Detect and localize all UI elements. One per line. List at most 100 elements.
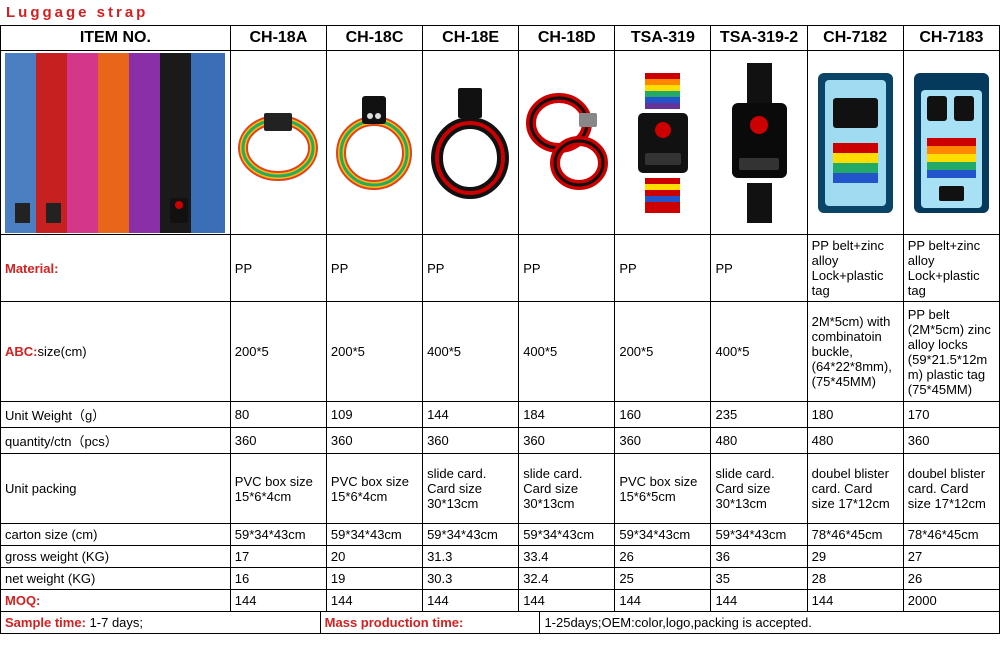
page-title: Luggage strap: [0, 0, 1000, 25]
cell: 59*34*43cm: [615, 524, 711, 546]
img-ch18e: [423, 51, 519, 235]
cell: 19: [326, 568, 422, 590]
cell: 400*5: [423, 302, 519, 402]
row-label: Unit Weight（g）: [1, 402, 231, 428]
row-label: MOQ:: [1, 590, 231, 612]
img-ch18d: [519, 51, 615, 235]
cell: slide card. Card size 30*13cm: [423, 454, 519, 524]
img-ch18c: [326, 51, 422, 235]
cell: 2000: [903, 590, 999, 612]
hdr-tsa319: TSA-319: [615, 26, 711, 51]
cell: 27: [903, 546, 999, 568]
img-tsa319-2: [711, 51, 807, 235]
sample-time-value: 1-7 days;: [90, 615, 143, 630]
row-label: Material:: [1, 235, 231, 302]
cell: 144: [711, 590, 807, 612]
cell: PP: [230, 235, 326, 302]
row-label: ABC:size(cm): [1, 302, 231, 402]
table-row: Unit Weight（g）80109144184160235180170: [1, 402, 1000, 428]
cell: 184: [519, 402, 615, 428]
cell: 144: [519, 590, 615, 612]
header-row: ITEM NO. CH-18A CH-18C CH-18E CH-18D TSA…: [1, 26, 1000, 51]
cell: slide card. Card size 30*13cm: [519, 454, 615, 524]
cell: 35: [711, 568, 807, 590]
cell: 30.3: [423, 568, 519, 590]
cell: 360: [615, 428, 711, 454]
cell: 32.4: [519, 568, 615, 590]
row-label: Unit packing: [1, 454, 231, 524]
cell: PP: [711, 235, 807, 302]
cell: PP: [326, 235, 422, 302]
cell: 160: [615, 402, 711, 428]
cell: 480: [711, 428, 807, 454]
img-multi: [1, 51, 231, 235]
cell: 400*5: [519, 302, 615, 402]
table-row: quantity/ctn（pcs）36036036036036048048036…: [1, 428, 1000, 454]
cell: 29: [807, 546, 903, 568]
cell: PP: [519, 235, 615, 302]
cell: 235: [711, 402, 807, 428]
cell: 28: [807, 568, 903, 590]
hdr-ch18d: CH-18D: [519, 26, 615, 51]
table-row: MOQ:1441441441441441441442000: [1, 590, 1000, 612]
cell: 26: [903, 568, 999, 590]
cell: 20: [326, 546, 422, 568]
row-label: net weight (KG): [1, 568, 231, 590]
cell: 59*34*43cm: [326, 524, 422, 546]
cell: 78*46*45cm: [903, 524, 999, 546]
cell: PP belt (2M*5cm) zinc alloy locks (59*21…: [903, 302, 999, 402]
cell: 400*5: [711, 302, 807, 402]
hdr-ch18e: CH-18E: [423, 26, 519, 51]
cell: PP belt+zinc alloy Lock+plastic tag: [903, 235, 999, 302]
cell: PVC box size 15*6*4cm: [326, 454, 422, 524]
cell: 144: [326, 590, 422, 612]
table-row: net weight (KG)161930.332.425352826: [1, 568, 1000, 590]
table-row: ABC:size(cm)200*5200*5400*5400*5200*5400…: [1, 302, 1000, 402]
hdr-ch7182: CH-7182: [807, 26, 903, 51]
cell: 144: [807, 590, 903, 612]
cell: 31.3: [423, 546, 519, 568]
cell: 109: [326, 402, 422, 428]
footer-table: Sample time: 1-7 days; Mass production t…: [0, 612, 1000, 634]
cell: 360: [326, 428, 422, 454]
mass-prod-value: 1-25days;OEM:color,logo,packing is accep…: [544, 615, 811, 630]
cell: 25: [615, 568, 711, 590]
cell: 144: [423, 402, 519, 428]
cell: PVC box size 15*6*4cm: [230, 454, 326, 524]
spec-table: ITEM NO. CH-18A CH-18C CH-18E CH-18D TSA…: [0, 25, 1000, 612]
cell: 59*34*43cm: [519, 524, 615, 546]
table-row: Unit packingPVC box size 15*6*4cmPVC box…: [1, 454, 1000, 524]
image-row: [1, 51, 1000, 235]
cell: 360: [230, 428, 326, 454]
cell: 144: [423, 590, 519, 612]
cell: 144: [230, 590, 326, 612]
footer-row: Sample time: 1-7 days; Mass production t…: [1, 612, 1000, 634]
table-row: Material:PPPPPPPPPPPPPP belt+zinc alloy …: [1, 235, 1000, 302]
img-ch7182: [807, 51, 903, 235]
row-label: gross weight (KG): [1, 546, 231, 568]
cell: 360: [519, 428, 615, 454]
table-row: gross weight (KG)172031.333.426362927: [1, 546, 1000, 568]
cell: 80: [230, 402, 326, 428]
hdr-ch18a: CH-18A: [230, 26, 326, 51]
cell: 78*46*45cm: [807, 524, 903, 546]
hdr-item-no: ITEM NO.: [1, 26, 231, 51]
cell: PP: [423, 235, 519, 302]
cell: doubel blister card. Card size 17*12cm: [903, 454, 999, 524]
cell: 59*34*43cm: [423, 524, 519, 546]
cell: 360: [903, 428, 999, 454]
img-tsa319: [615, 51, 711, 235]
cell: 36: [711, 546, 807, 568]
cell: 180: [807, 402, 903, 428]
cell: 2M*5cm) with combinatoin buckle, (64*22*…: [807, 302, 903, 402]
sample-time-label: Sample time:: [5, 615, 86, 630]
cell: 17: [230, 546, 326, 568]
img-ch18a: [230, 51, 326, 235]
img-ch7183: [903, 51, 999, 235]
cell: 59*34*43cm: [230, 524, 326, 546]
hdr-tsa319-2: TSA-319-2: [711, 26, 807, 51]
cell: 200*5: [230, 302, 326, 402]
cell: 26: [615, 546, 711, 568]
row-label: carton size (cm): [1, 524, 231, 546]
hdr-ch7183: CH-7183: [903, 26, 999, 51]
